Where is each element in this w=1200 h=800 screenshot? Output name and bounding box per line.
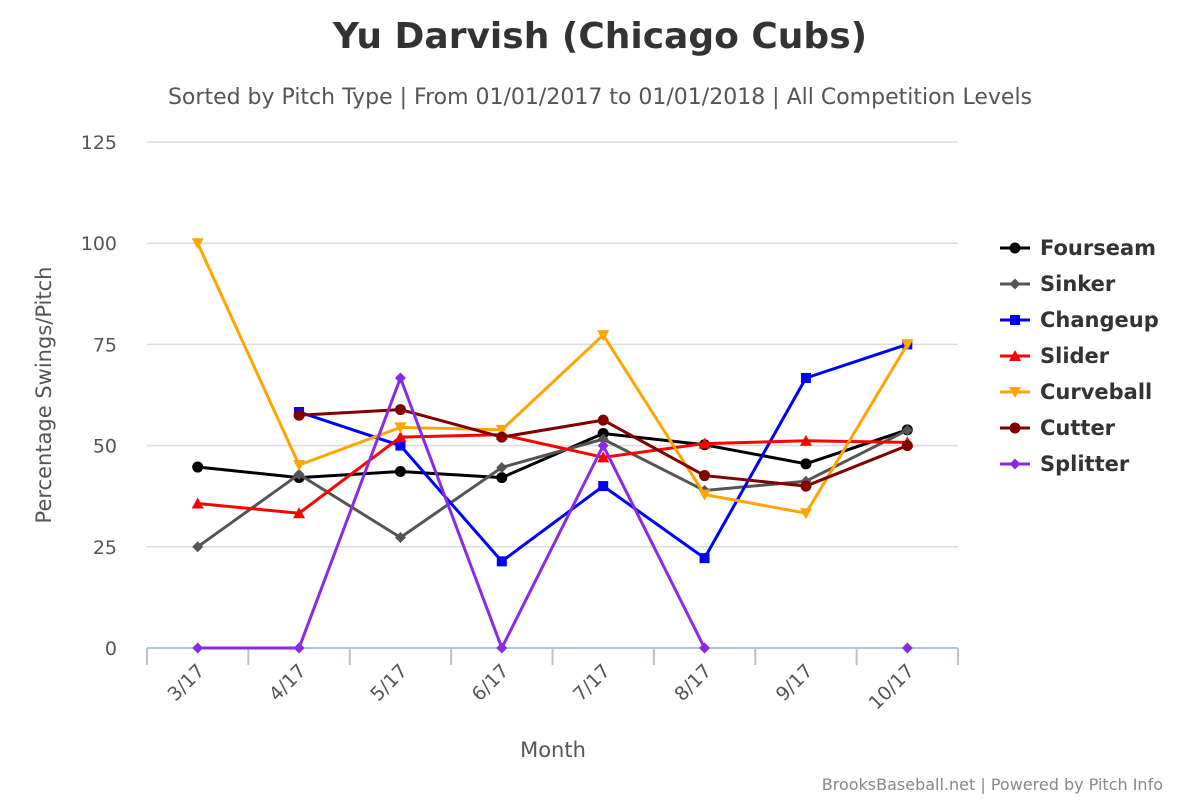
point-changeup	[699, 553, 710, 564]
x-tick-label: 5/17	[366, 660, 412, 706]
point-curveball	[293, 460, 306, 472]
y-tick-label: 100	[81, 233, 117, 255]
point-fourseam	[394, 466, 406, 478]
series-line-slider	[197, 433, 908, 515]
x-tick-label: 3/17	[163, 660, 209, 706]
point-splitter	[293, 642, 305, 654]
legend-marker-fourseam	[1009, 242, 1021, 254]
series-curveball[interactable]	[191, 238, 914, 520]
chart-title: Yu Darvish (Chicago Cubs)	[332, 16, 867, 57]
point-curveball	[394, 422, 407, 434]
legend-item-changeup[interactable]: Changeup	[1000, 308, 1159, 332]
x-tick-label: 8/17	[670, 660, 716, 706]
point-slider	[191, 497, 204, 509]
point-sinker	[597, 433, 609, 445]
point-cutter	[800, 480, 812, 492]
series-line-sinker	[196, 428, 908, 549]
point-curveball	[698, 489, 711, 501]
point-fourseam	[800, 458, 812, 470]
point-curveball	[191, 238, 204, 250]
x-tick-label: 10/17	[865, 660, 919, 714]
legend-label: Curveball	[1040, 380, 1152, 404]
x-axis-title: Month	[520, 738, 586, 762]
point-splitter	[699, 642, 711, 654]
point-sinker	[293, 468, 305, 480]
x-tick-label: 4/17	[265, 660, 311, 706]
legend-label: Cutter	[1040, 416, 1116, 440]
legend-item-slider[interactable]: Slider	[1000, 344, 1110, 368]
point-cutter	[394, 404, 406, 416]
point-cutter	[293, 409, 305, 421]
point-sinker	[192, 541, 204, 553]
point-sinker	[394, 531, 406, 543]
point-cutter	[496, 431, 508, 443]
point-splitter	[901, 642, 913, 654]
legend-label: Sinker	[1040, 272, 1116, 296]
x-tick-label: 9/17	[772, 660, 818, 706]
y-tick-label: 0	[105, 638, 117, 660]
series-splitter[interactable]	[192, 372, 913, 654]
point-slider	[293, 507, 306, 519]
point-changeup	[395, 440, 406, 451]
legend-label: Splitter	[1040, 452, 1130, 476]
point-fourseam	[192, 461, 204, 473]
series-line-fourseam	[197, 428, 908, 480]
point-slider	[698, 437, 711, 449]
chart-subtitle: Sorted by Pitch Type | From 01/01/2017 t…	[168, 85, 1032, 110]
point-slider	[799, 434, 812, 446]
legend-label: Fourseam	[1040, 236, 1156, 260]
legend-item-splitter[interactable]: Splitter	[1000, 452, 1130, 476]
point-cutter	[597, 414, 609, 426]
point-slider	[394, 431, 407, 443]
x-tick-label: 6/17	[468, 660, 514, 706]
point-changeup	[598, 481, 609, 492]
legend-marker-curveball	[1009, 387, 1021, 398]
point-curveball	[799, 508, 812, 520]
point-curveball	[901, 339, 914, 351]
y-axis-title: Percentage Swings/Pitch	[32, 267, 56, 524]
axes: 0 25 50 75 100 125 3/17 4/17 5/17 6/17 7/17 8/17 9/1…	[81, 132, 959, 714]
legend-marker-sinker	[1009, 278, 1021, 290]
point-sinker	[901, 424, 913, 436]
legend[interactable]: Fourseam Sinker Changeup Slider Curveball Cut…	[1000, 236, 1159, 476]
legend-marker-changeup	[1010, 315, 1020, 325]
point-cutter	[699, 470, 711, 482]
point-splitter	[394, 372, 406, 384]
legend-label: Slider	[1040, 344, 1110, 368]
y-tick-label: 75	[93, 334, 117, 356]
point-slider	[597, 451, 610, 463]
grid	[147, 141, 958, 548]
point-splitter	[597, 440, 609, 452]
point-curveball	[495, 424, 508, 436]
legend-marker-splitter	[1009, 458, 1021, 470]
legend-item-fourseam[interactable]: Fourseam	[1000, 236, 1156, 260]
legend-marker-cutter	[1009, 422, 1021, 434]
series-line-splitter	[197, 376, 706, 650]
series-line-curveball	[196, 242, 909, 515]
point-sinker	[496, 461, 508, 473]
legend-marker-slider	[1009, 350, 1021, 361]
point-splitter	[496, 642, 508, 654]
point-splitter	[192, 642, 204, 654]
legend-item-cutter[interactable]: Cutter	[1000, 416, 1116, 440]
point-curveball	[597, 330, 610, 342]
y-tick-label: 25	[93, 537, 117, 559]
plot-area	[191, 238, 914, 654]
point-changeup	[800, 372, 811, 383]
credits[interactable]: BrooksBaseball.net | Powered by Pitch In…	[822, 775, 1163, 794]
y-tick-label: 125	[81, 132, 117, 154]
x-tick-label: 7/17	[569, 660, 615, 706]
legend-label: Changeup	[1040, 308, 1159, 332]
point-cutter	[901, 440, 913, 452]
legend-item-sinker[interactable]: Sinker	[1000, 272, 1116, 296]
y-tick-label: 50	[93, 436, 117, 458]
point-fourseam	[597, 427, 609, 439]
legend-item-curveball[interactable]: Curveball	[1000, 380, 1152, 404]
point-fourseam	[496, 472, 508, 484]
series-cutter[interactable]	[293, 404, 913, 492]
point-changeup	[496, 556, 507, 567]
